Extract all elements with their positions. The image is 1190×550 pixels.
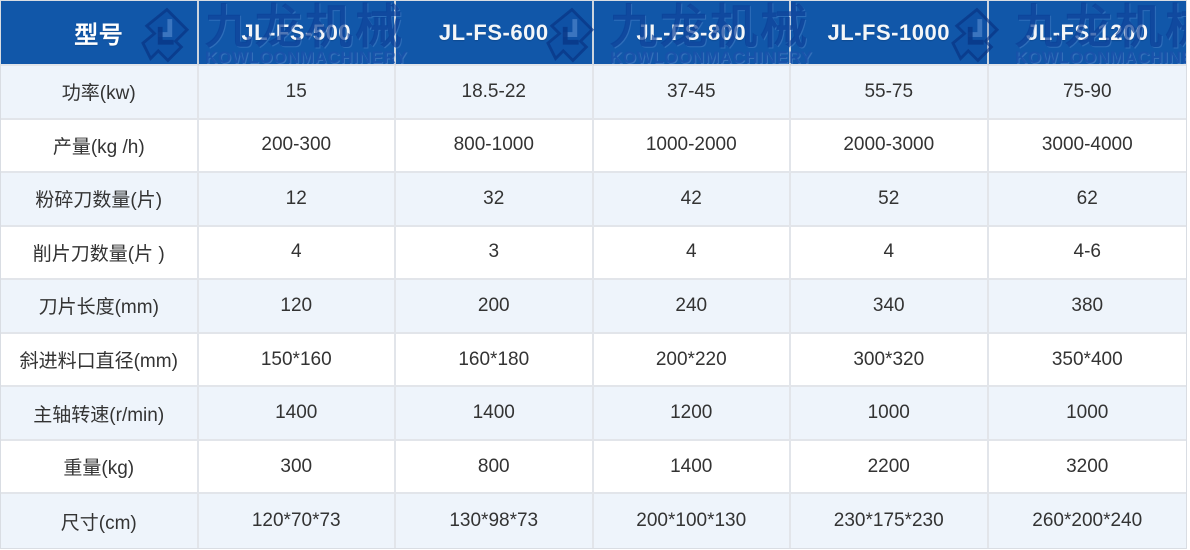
spec-value-cell: 12 — [198, 173, 396, 227]
spec-value-cell: 240 — [593, 280, 791, 334]
spec-value-cell: 200 — [396, 280, 594, 334]
spec-value-cell: 3200 — [988, 440, 1186, 495]
spec-value-cell: 2000-3000 — [791, 119, 989, 174]
spec-value-cell: 200-300 — [198, 119, 396, 174]
model-name: JL-FS-500 — [241, 19, 352, 45]
spec-value-cell: 130*98*73 — [396, 494, 594, 548]
model-name: JL-FS-1000 — [827, 19, 950, 45]
spec-value-cell: 260*200*240 — [988, 494, 1186, 548]
row-label: 刀片长度(mm) — [1, 280, 199, 334]
spec-value-cell: 800 — [396, 440, 594, 495]
spec-value-cell: 1400 — [198, 387, 396, 441]
spec-value-cell: 15 — [198, 66, 396, 120]
row-label: 重量(kg) — [1, 440, 199, 495]
header-cell-jl-fs-500: JL-FS-500 — [198, 1, 396, 66]
spec-value-cell: 200*220 — [593, 333, 791, 388]
spec-value-cell: 37-45 — [593, 66, 791, 120]
spec-value-cell: 55-75 — [791, 66, 989, 120]
spec-value-cell: 150*160 — [198, 333, 396, 388]
spec-column-title: 型号 — [74, 22, 124, 49]
spec-value-cell: 62 — [988, 173, 1186, 227]
spec-value-cell: 1400 — [396, 387, 594, 441]
spec-value-cell: 42 — [593, 173, 791, 227]
spec-value-cell: 300*320 — [791, 333, 989, 388]
spec-value-cell: 4 — [791, 226, 989, 281]
spec-value-cell: 160*180 — [396, 333, 594, 388]
row-label: 产量(kg /h) — [1, 119, 199, 174]
spec-value-cell: 75-90 — [988, 66, 1186, 120]
spec-value-cell: 340 — [791, 280, 989, 334]
model-name: JL-FS-1200 — [1026, 19, 1149, 45]
spec-value-cell: 1000-2000 — [593, 119, 791, 174]
spec-value-cell: 4 — [198, 226, 396, 281]
model-name: JL-FS-800 — [636, 19, 747, 45]
spec-value-cell: 800-1000 — [396, 119, 594, 174]
header-cell-label: 型号 — [1, 1, 199, 66]
row-label: 主轴转速(r/min) — [1, 387, 199, 441]
spec-value-cell: 380 — [988, 280, 1186, 334]
spec-value-cell: 32 — [396, 173, 594, 227]
header-cell-jl-fs-800: JL-FS-800 — [593, 1, 791, 66]
header-cell-jl-fs-1200: JL-FS-1200 — [988, 1, 1186, 66]
spec-value-cell: 1400 — [593, 440, 791, 495]
row-label: 尺寸(cm) — [1, 494, 199, 548]
spec-value-cell: 4 — [593, 226, 791, 281]
spec-value-cell: 4-6 — [988, 226, 1186, 281]
spec-value-cell: 300 — [198, 440, 396, 495]
spec-value-cell: 2200 — [791, 440, 989, 495]
spec-value-cell: 1000 — [988, 387, 1186, 441]
spec-value-cell: 3 — [396, 226, 594, 281]
spec-value-cell: 52 — [791, 173, 989, 227]
row-label: 斜进料口直径(mm) — [1, 333, 199, 388]
spec-value-cell: 120 — [198, 280, 396, 334]
spec-value-cell: 1000 — [791, 387, 989, 441]
row-label: 削片刀数量(片 ) — [1, 226, 199, 281]
header-cell-jl-fs-1000: JL-FS-1000 — [791, 1, 989, 66]
row-label: 粉碎刀数量(片) — [1, 173, 199, 227]
model-name: JL-FS-600 — [438, 19, 549, 45]
spec-value-cell: 230*175*230 — [791, 494, 989, 548]
spec-value-cell: 1200 — [593, 387, 791, 441]
spec-value-cell: 350*400 — [988, 333, 1186, 388]
row-label: 功率(kw) — [1, 66, 199, 120]
spec-value-cell: 18.5-22 — [396, 66, 594, 120]
spec-value-cell: 120*70*73 — [198, 494, 396, 548]
spec-value-cell: 3000-4000 — [988, 119, 1186, 174]
header-cell-jl-fs-600: JL-FS-600 — [396, 1, 594, 66]
spec-value-cell: 200*100*130 — [593, 494, 791, 548]
